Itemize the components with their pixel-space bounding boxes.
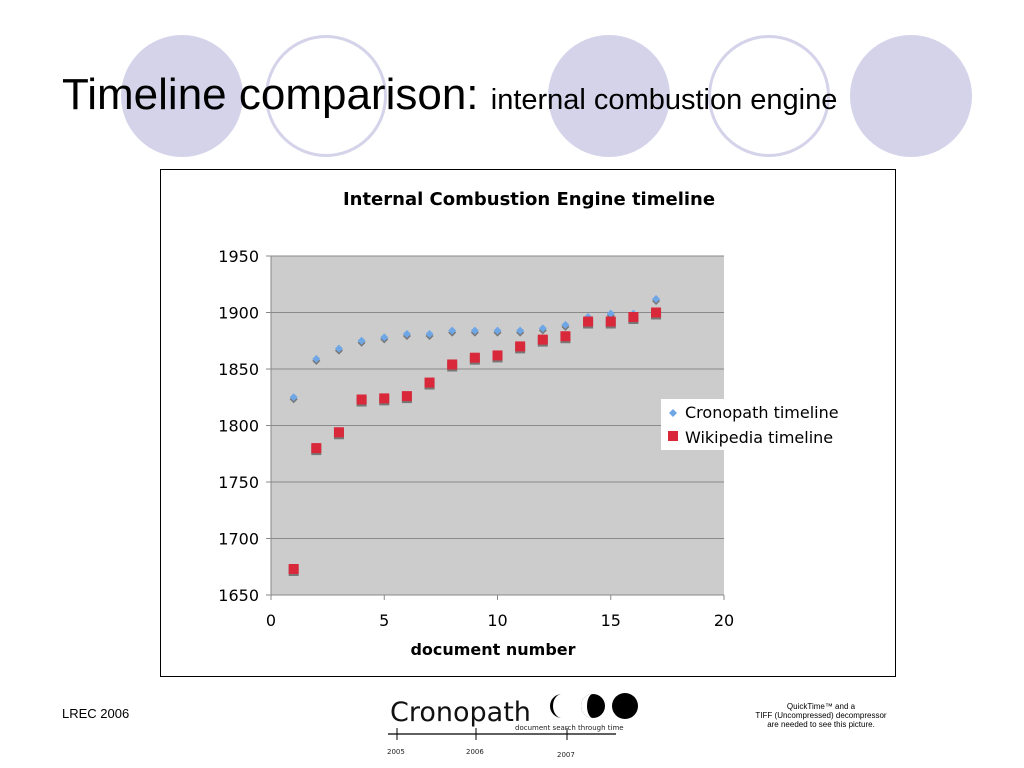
data-point-wikipedia-timeline [379, 393, 390, 404]
legend-box [661, 399, 859, 450]
y-tick-label: 1650 [218, 586, 259, 605]
data-point-wikipedia-timeline [424, 377, 435, 388]
data-point-wikipedia-timeline [288, 564, 299, 575]
data-point-wikipedia-timeline [447, 359, 458, 370]
data-point-wikipedia-timeline [628, 312, 639, 323]
quicktime-notice: QuickTime™ and a TIFF (Uncompressed) dec… [748, 702, 894, 729]
data-point-cronopath-timeline [538, 324, 547, 333]
y-tick-label: 1700 [218, 530, 259, 549]
logo-year-2005: 2005 [387, 748, 405, 756]
data-point-cronopath-timeline [448, 326, 457, 335]
quicktime-line-2: TIFF (Uncompressed) decompressor [755, 711, 887, 720]
slide-subtitle: internal combustion engine [490, 84, 838, 116]
data-point-wikipedia-timeline [605, 316, 616, 327]
x-tick-label: 20 [714, 611, 734, 630]
data-point-cronopath-timeline [402, 329, 411, 338]
grid-lines [271, 255, 724, 539]
data-point-wikipedia-timeline [560, 331, 571, 342]
data-point-wikipedia-timeline [515, 341, 526, 352]
data-point-wikipedia-timeline [333, 427, 344, 438]
logo-year-2006: 2006 [466, 748, 484, 756]
quicktime-line-3: are needed to see this picture. [767, 720, 875, 729]
legend-marker-wikipedia [668, 431, 678, 441]
decor-circle-2 [265, 35, 387, 157]
data-marks [288, 294, 662, 577]
legend: Cronopath timeline Wikipedia timeline [661, 399, 859, 450]
slide-title: Timeline comparison: internal combustion… [62, 70, 837, 120]
data-point-wikipedia-timeline [651, 307, 662, 318]
data-point-cronopath-timeline [493, 326, 502, 335]
y-tick-label: 1900 [218, 304, 259, 323]
data-point-cronopath-timeline [470, 326, 479, 335]
x-tick-label: 5 [379, 611, 389, 630]
slide-title-main: Timeline comparison: [62, 70, 479, 119]
data-point-cronopath-timeline [652, 294, 661, 303]
y-tick-label: 1800 [218, 417, 259, 436]
x-tick-label: 15 [601, 611, 621, 630]
data-point-wikipedia-timeline [311, 443, 322, 454]
x-tick-labels: 0 5 10 15 20 [266, 595, 734, 630]
moon-phases-icon [550, 693, 638, 719]
decor-circle-5 [850, 35, 972, 157]
chart-title: Internal Combustion Engine timeline [343, 189, 715, 210]
logo-tagline: document search through time [515, 724, 624, 732]
decor-circle-3 [548, 35, 670, 157]
data-point-cronopath-timeline [312, 354, 321, 363]
quicktime-line-1: QuickTime™ and a [786, 702, 856, 711]
data-point-cronopath-timeline [380, 333, 389, 342]
data-point-cronopath-timeline [425, 329, 434, 338]
legend-label-cronopath: Cronopath timeline [685, 403, 839, 422]
data-point-cronopath-timeline [357, 336, 366, 345]
x-axis-title: document number [410, 640, 575, 659]
data-point-wikipedia-timeline [356, 394, 367, 405]
data-point-cronopath-timeline [516, 326, 525, 335]
y-tick-labels: 1650 1700 1750 1800 1850 1900 1950 [218, 247, 271, 605]
data-point-wikipedia-timeline [537, 334, 548, 345]
data-point-cronopath-timeline [334, 344, 343, 353]
chart-frame: Internal Combustion Engine timeline 1650… [160, 169, 896, 677]
legend-label-wikipedia: Wikipedia timeline [685, 428, 833, 447]
data-point-wikipedia-timeline [583, 316, 594, 327]
footer-conference: LREC 2006 [62, 706, 130, 721]
cronopath-logo: Cronopath document search through time 2… [387, 693, 638, 759]
y-tick-label: 1750 [218, 473, 259, 492]
chart-svg: Internal Combustion Engine timeline 1650… [218, 189, 859, 659]
decor-circle-1 [121, 35, 243, 157]
data-point-cronopath-timeline [561, 320, 570, 329]
data-point-wikipedia-timeline [492, 350, 503, 361]
data-point-cronopath-timeline [606, 309, 615, 318]
y-tick-label: 1950 [218, 247, 259, 266]
legend-marker-cronopath [669, 409, 677, 417]
logo-year-2007: 2007 [557, 751, 575, 759]
x-tick-label: 10 [487, 611, 507, 630]
decor-circle-4 [708, 35, 830, 157]
x-tick-label: 0 [266, 611, 276, 630]
y-tick-label: 1850 [218, 360, 259, 379]
data-point-cronopath-timeline [289, 393, 298, 402]
logo-wordmark: Cronopath [390, 697, 531, 728]
data-point-wikipedia-timeline [401, 391, 412, 402]
data-point-wikipedia-timeline [469, 352, 480, 363]
